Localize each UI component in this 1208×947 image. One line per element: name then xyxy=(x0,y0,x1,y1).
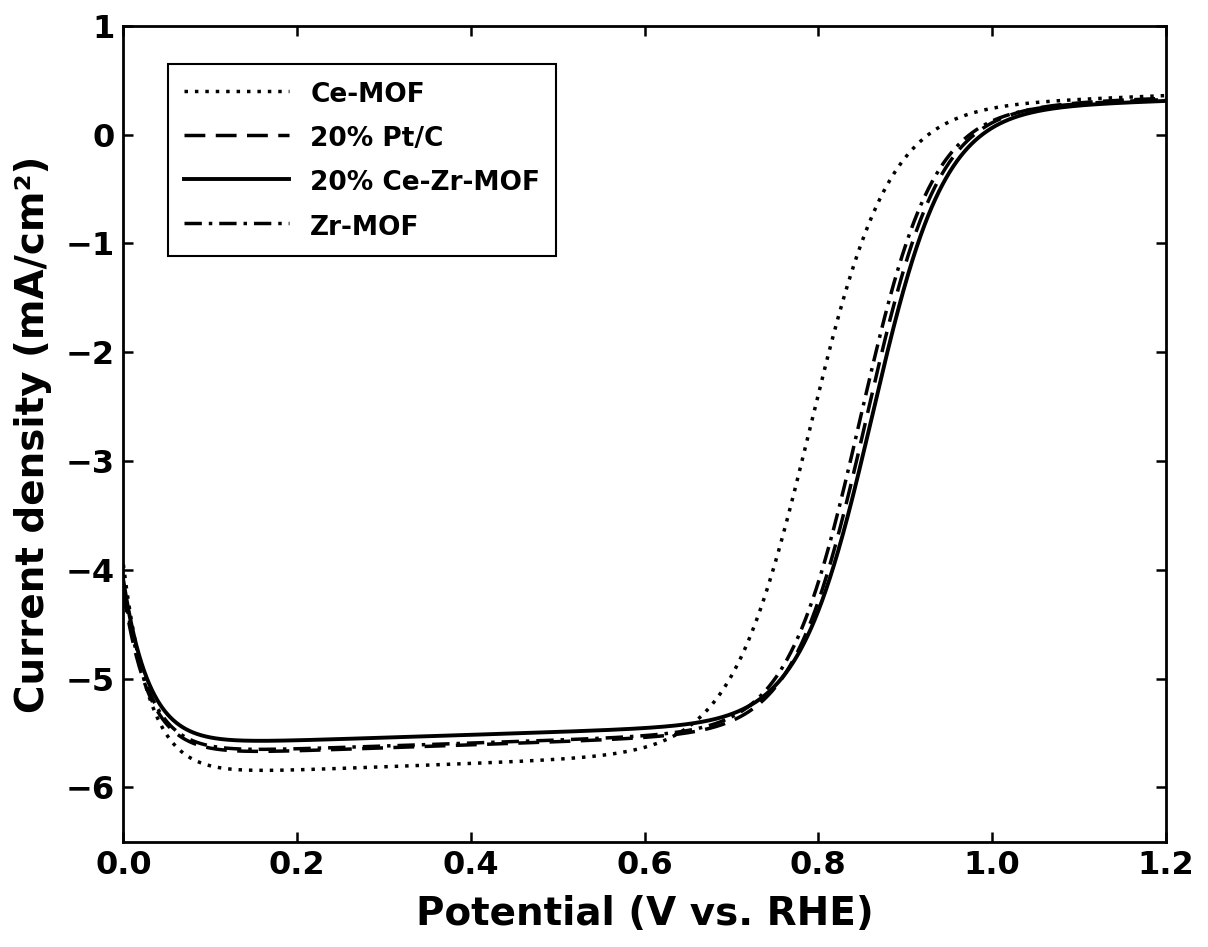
20% Pt/C xyxy=(937,164,952,175)
20% Ce-Zr-MOF xyxy=(937,175,952,187)
Zr-MOF xyxy=(937,155,952,167)
Ce-MOF xyxy=(256,764,271,776)
20% Ce-Zr-MOF xyxy=(254,735,268,746)
Ce-MOF xyxy=(116,559,130,570)
20% Pt/C xyxy=(596,734,610,745)
20% Pt/C xyxy=(251,745,266,757)
X-axis label: Potential (V vs. RHE): Potential (V vs. RHE) xyxy=(416,895,873,933)
Line: 20% Pt/C: 20% Pt/C xyxy=(123,98,1166,751)
Zr-MOF xyxy=(254,743,268,755)
Ce-MOF xyxy=(623,745,638,757)
Ce-MOF xyxy=(169,742,184,753)
20% Ce-Zr-MOF xyxy=(116,575,130,586)
Zr-MOF xyxy=(1158,94,1173,105)
Legend: Ce-MOF, 20% Pt/C, 20% Ce-Zr-MOF, Zr-MOF: Ce-MOF, 20% Pt/C, 20% Ce-Zr-MOF, Zr-MOF xyxy=(168,63,556,257)
Zr-MOF xyxy=(1128,95,1143,106)
Ce-MOF xyxy=(1128,91,1143,102)
20% Pt/C xyxy=(623,733,638,744)
Zr-MOF xyxy=(596,732,610,743)
20% Ce-Zr-MOF xyxy=(1128,97,1143,108)
20% Ce-Zr-MOF xyxy=(623,724,638,735)
Ce-MOF xyxy=(937,118,952,130)
20% Ce-Zr-MOF xyxy=(596,724,610,736)
20% Ce-Zr-MOF xyxy=(169,717,184,728)
20% Pt/C xyxy=(1128,94,1143,105)
Ce-MOF xyxy=(596,749,610,760)
20% Ce-Zr-MOF xyxy=(1128,97,1143,108)
Zr-MOF xyxy=(1128,95,1143,106)
Line: Ce-MOF: Ce-MOF xyxy=(123,96,1166,770)
20% Pt/C xyxy=(169,728,184,740)
Zr-MOF xyxy=(623,731,638,742)
Line: Zr-MOF: Zr-MOF xyxy=(123,99,1166,749)
Line: 20% Ce-Zr-MOF: 20% Ce-Zr-MOF xyxy=(123,101,1166,741)
20% Ce-Zr-MOF xyxy=(1158,96,1173,107)
20% Pt/C xyxy=(116,586,130,598)
20% Pt/C xyxy=(1158,93,1173,104)
20% Pt/C xyxy=(1128,94,1143,105)
Zr-MOF xyxy=(116,581,130,592)
Ce-MOF xyxy=(1158,90,1173,101)
Zr-MOF xyxy=(169,725,184,737)
Y-axis label: Current density (mA/cm²): Current density (mA/cm²) xyxy=(13,155,52,712)
Ce-MOF xyxy=(1128,91,1143,102)
